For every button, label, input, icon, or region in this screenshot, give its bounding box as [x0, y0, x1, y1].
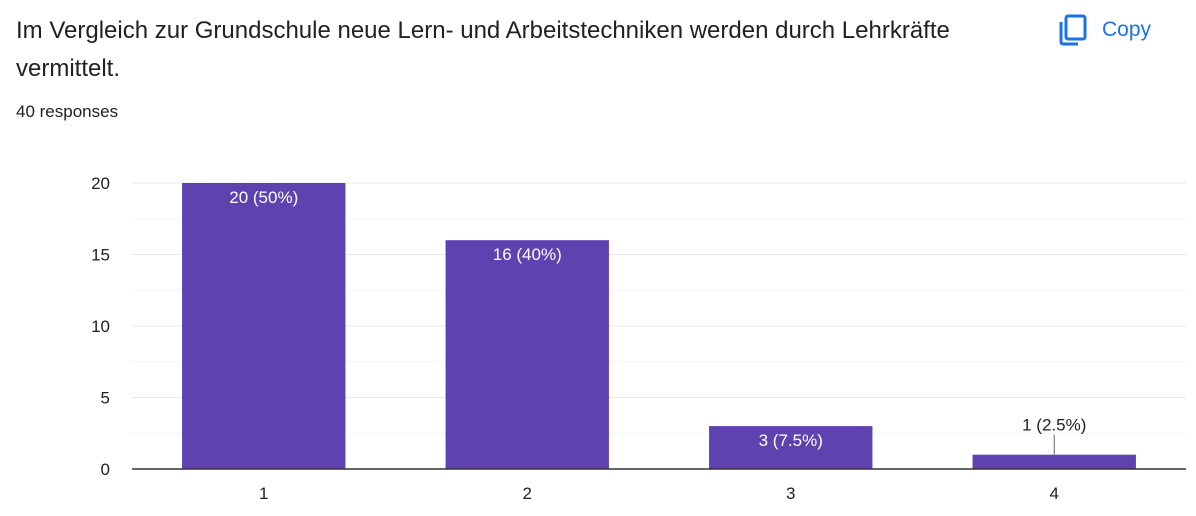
data-label: 16 (40%): [493, 245, 562, 264]
y-tick-label: 20: [91, 174, 110, 193]
bar: [972, 454, 1136, 469]
y-tick-label: 0: [101, 460, 110, 479]
question-title: Im Vergleich zur Grundschule neue Lern- …: [16, 17, 950, 82]
y-tick-label: 5: [101, 389, 110, 408]
bar: [709, 426, 873, 469]
x-tick-label: 4: [1050, 484, 1059, 503]
copy-label: Copy: [1102, 18, 1152, 41]
copy-button[interactable]: Copy: [1052, 10, 1157, 50]
x-tick-label: 1: [259, 484, 268, 503]
x-tick-label: 3: [786, 484, 795, 503]
data-label: 1 (2.5%): [1022, 416, 1086, 435]
data-label: 3 (7.5%): [759, 431, 823, 450]
copy-icon: [1058, 14, 1088, 46]
response-count: 40 responses: [16, 102, 119, 121]
bar: [182, 183, 346, 469]
y-tick-label: 15: [91, 246, 110, 265]
data-label: 20 (50%): [229, 188, 298, 207]
y-tick-label: 10: [91, 317, 110, 336]
bar: [445, 240, 609, 469]
x-tick-label: 2: [523, 484, 532, 503]
